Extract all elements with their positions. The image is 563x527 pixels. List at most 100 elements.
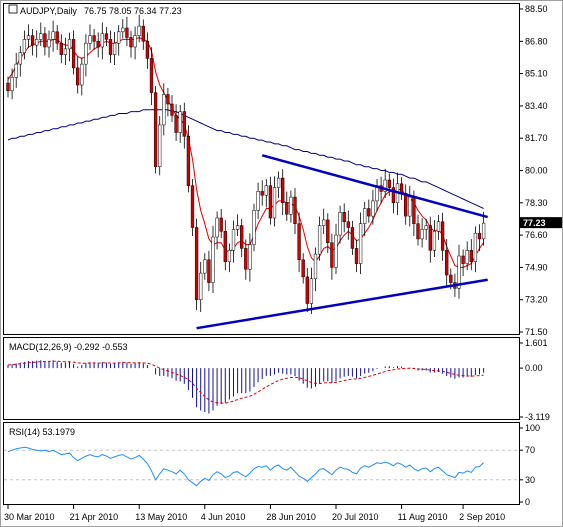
price-tick-label: 80.00 xyxy=(525,166,548,176)
candle-body xyxy=(367,208,371,217)
candle-body xyxy=(416,223,420,240)
candle-body xyxy=(104,33,109,40)
candle-body xyxy=(293,196,297,224)
rsi-tick-label: 100 xyxy=(525,423,540,433)
candle-body xyxy=(92,35,96,42)
current-price-badge: 77.23 xyxy=(520,217,562,229)
candle-body xyxy=(309,278,314,304)
candle-body xyxy=(342,212,346,223)
candle-body xyxy=(137,25,141,36)
time-tick-label: 21 Apr 2010 xyxy=(70,512,119,522)
candle-body xyxy=(231,229,236,251)
price-tick-label: 81.70 xyxy=(525,133,548,143)
candle-body xyxy=(112,42,117,55)
candle-body xyxy=(39,33,43,40)
candle-body xyxy=(404,193,408,217)
price-tick-label: 83.40 xyxy=(525,101,548,111)
candle-body xyxy=(125,27,129,38)
macd-axis: 1.601 0.00 -3.119 xyxy=(519,338,550,422)
candle-body xyxy=(371,200,375,217)
candle-body xyxy=(264,185,268,196)
candle-body xyxy=(330,242,334,268)
time-tick-label: 20 Jul 2010 xyxy=(332,512,379,522)
candle-body xyxy=(117,31,121,44)
price-tick-label: 73.20 xyxy=(525,295,548,305)
candle-body xyxy=(256,191,260,211)
macd-tick-label: 0.00 xyxy=(525,363,543,373)
candle-body xyxy=(174,115,178,133)
ma-slow-polyline xyxy=(7,109,484,209)
candle-body xyxy=(322,219,326,226)
price-panel-frame xyxy=(3,3,520,335)
macd-signal-line xyxy=(7,360,484,404)
candle-body xyxy=(67,39,72,50)
current-price-label: 77.23 xyxy=(523,218,546,228)
candle-body xyxy=(194,227,199,300)
candle-body xyxy=(346,221,350,228)
candle-body xyxy=(182,111,186,137)
trendline-lower xyxy=(196,278,488,330)
time-tick-label: 4 Jun 2010 xyxy=(201,512,246,522)
current-price-badge-bg xyxy=(520,217,562,229)
candle-body xyxy=(240,225,244,249)
price-tick-label: 85.10 xyxy=(525,69,548,79)
candle-body xyxy=(43,33,47,48)
candle-body xyxy=(26,35,31,40)
trendline-upper xyxy=(261,154,489,219)
candle-body xyxy=(211,236,215,283)
time-tick-label: 28 Jun 2010 xyxy=(266,512,316,522)
macd-tick-label: 1.601 xyxy=(525,338,548,348)
candle-body xyxy=(121,27,125,33)
candle-body xyxy=(440,221,445,251)
price-tick-label: 71.50 xyxy=(525,327,548,337)
candle-body xyxy=(281,177,285,204)
candle-body xyxy=(420,229,424,240)
price-panel[interactable]: AUDJPY,Daily 76.75 78.05 76.34 77.23 88.… xyxy=(3,3,563,338)
candle-body xyxy=(80,63,84,86)
candle-body xyxy=(412,196,416,224)
macd-panel[interactable]: 1.601 0.00 -3.119 MACD(12,26,9) -0.292 -0.… xyxy=(3,337,550,423)
candle-body xyxy=(428,225,432,251)
time-tick-label: 2 Sep 2010 xyxy=(459,512,505,522)
candle-body xyxy=(445,250,449,276)
candle-body xyxy=(59,42,63,55)
candle-body xyxy=(408,196,412,217)
trendlines[interactable] xyxy=(196,154,489,330)
price-tick-label: 78.30 xyxy=(525,198,548,208)
rsi-panel[interactable]: 100 70 30 0 RSI(14) 53.1979 xyxy=(3,422,541,508)
candle-body xyxy=(317,225,322,255)
rsi-tick-label: 30 xyxy=(525,475,535,485)
candle-body xyxy=(289,196,293,215)
rsi-tick-label: 70 xyxy=(525,445,535,455)
price-tick-label: 88.50 xyxy=(525,4,548,14)
candle-body xyxy=(88,35,92,44)
candle-body xyxy=(55,31,59,44)
candle-body xyxy=(145,41,150,59)
candle-body xyxy=(477,232,482,240)
candle-body xyxy=(436,221,441,232)
price-tick-label: 74.90 xyxy=(525,262,548,272)
candle-body xyxy=(387,179,391,188)
rsi-line xyxy=(7,446,484,487)
candle-body xyxy=(84,42,88,65)
candle-body xyxy=(178,111,182,133)
candle-body xyxy=(461,255,465,264)
candle-body xyxy=(186,136,191,186)
macd-histogram xyxy=(7,360,485,414)
candle-body xyxy=(227,250,232,262)
candle-body xyxy=(76,67,80,86)
candle-body xyxy=(301,259,305,278)
candle-body xyxy=(141,25,145,42)
candle-body xyxy=(305,276,309,304)
candle-body xyxy=(35,39,39,46)
candle-body xyxy=(268,185,273,219)
candle-body xyxy=(96,41,100,48)
candle-body xyxy=(424,225,428,230)
price-axis: 88.50 86.80 85.10 83.40 81.70 80.00 78.30 76.60… xyxy=(519,4,548,337)
candle-body xyxy=(166,94,170,105)
rsi-label: RSI(14) 53.1979 xyxy=(9,427,75,437)
rsi-tick-label: 0 xyxy=(525,497,530,507)
candle-body xyxy=(129,37,133,48)
candle-body xyxy=(354,248,359,264)
